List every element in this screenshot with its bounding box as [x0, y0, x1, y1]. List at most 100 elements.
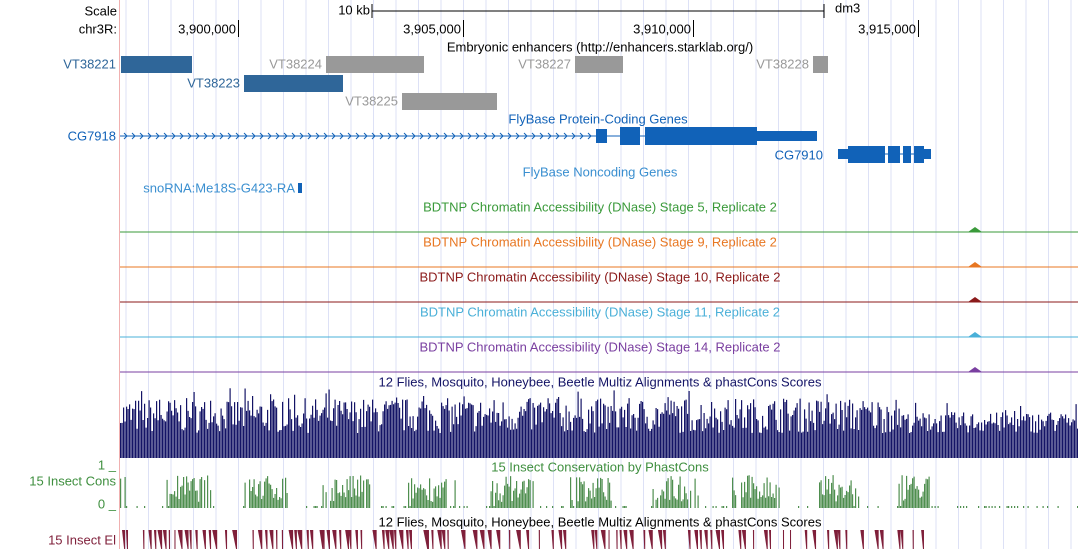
feature-label: VT38227: [518, 56, 571, 71]
feature: [121, 56, 192, 73]
strand-arrow: [187, 132, 192, 140]
strand-arrow: [291, 132, 296, 140]
strand-arrow: [563, 132, 568, 140]
position-label: 3,900,000: [178, 21, 236, 36]
assembly-label: dm3: [835, 0, 860, 15]
strand-arrow: [347, 132, 352, 140]
ruler-ticks: [238, 20, 919, 37]
scale-bar: [371, 4, 825, 18]
strand-arrow: [259, 132, 264, 140]
track-title: BDTNP Chromatin Accessibility (DNase) St…: [423, 234, 777, 249]
element-blocks: [122, 530, 924, 549]
gene-label: CG7910: [775, 147, 823, 162]
strand-arrow: [475, 132, 480, 140]
strand-arrow: [171, 132, 176, 140]
strand-arrow: [219, 132, 224, 140]
strand-arrow: [459, 132, 464, 140]
strand-arrow: [395, 132, 400, 140]
strand-arrow: [139, 132, 144, 140]
track-title: FlyBase Protein-Coding Genes: [508, 111, 688, 126]
side-label: 15 Insect El: [48, 532, 116, 547]
feature-label: VT38228: [756, 56, 809, 71]
track-title: BDTNP Chromatin Accessibility (DNase) St…: [423, 199, 777, 214]
strand-arrow: [483, 132, 488, 140]
strand-arrow: [155, 132, 160, 140]
strand-arrow: [579, 132, 584, 140]
track-title: BDTNP Chromatin Accessibility (DNase) St…: [419, 339, 780, 354]
signal-tracks: [120, 227, 1078, 373]
strand-arrow: [411, 132, 416, 140]
track-title: Embryonic enhancers (http://enhancers.st…: [447, 39, 753, 54]
strand-arrow: [571, 132, 576, 140]
strand-arrow: [547, 132, 552, 140]
peak: [968, 227, 982, 232]
track-title: FlyBase Noncoding Genes: [523, 164, 678, 179]
peak: [968, 367, 982, 372]
phastcons-wiggle: [120, 475, 1078, 508]
strand-arrow: [267, 132, 272, 140]
position-label: 3,915,000: [858, 21, 916, 36]
strand-arrow: [299, 132, 304, 140]
feature: [402, 93, 497, 110]
strand-arrow: [283, 132, 288, 140]
peak: [968, 262, 982, 267]
strand-arrow: [387, 132, 392, 140]
scale-max: 1 _: [98, 457, 117, 472]
strand-arrow: [531, 132, 536, 140]
peak: [968, 332, 982, 337]
strand-arrow: [371, 132, 376, 140]
strand-arrow: [227, 132, 232, 140]
strand-arrow: [515, 132, 520, 140]
track-title: 12 Flies, Mosquito, Honeybee, Beetle Mul…: [379, 374, 822, 389]
peak: [968, 297, 982, 302]
gene-label: snoRNA:Me18S-G423-RA: [143, 180, 295, 195]
gene-model: [838, 146, 931, 163]
track-title: 15 Insect Conservation by PhastCons: [491, 459, 709, 474]
scale-label: Scale: [84, 3, 117, 18]
strand-arrow: [555, 132, 560, 140]
strand-arrow: [211, 132, 216, 140]
strand-arrow: [467, 132, 472, 140]
strand-arrow: [363, 132, 368, 140]
strand-arrow: [131, 132, 136, 140]
side-label: 15 Insect Cons: [29, 473, 116, 488]
feature-label: VT38223: [187, 75, 240, 90]
position-label: 3,910,000: [633, 21, 691, 36]
feature: [575, 56, 623, 73]
strand-arrow: [507, 132, 512, 140]
strand-arrow: [427, 132, 432, 140]
strand-arrow: [275, 132, 280, 140]
strand-arrow: [123, 132, 128, 140]
strand-arrow: [379, 132, 384, 140]
gene-label: CG7918: [68, 128, 116, 143]
track-title: BDTNP Chromatin Accessibility (DNase) St…: [419, 269, 780, 284]
strand-arrow: [243, 132, 248, 140]
strand-arrow: [587, 132, 592, 140]
feature: [813, 56, 828, 73]
strand-arrow: [195, 132, 200, 140]
strand-arrow: [499, 132, 504, 140]
gene-model: [120, 127, 817, 145]
position-label: 3,905,000: [403, 21, 461, 36]
chrom-label: chr3R:: [79, 21, 117, 36]
strand-arrow: [179, 132, 184, 140]
feature-label: VT38221: [63, 56, 116, 71]
scale-min: 0 _: [98, 496, 117, 511]
scale-bar-label: 10 kb: [338, 2, 370, 17]
feature: [326, 56, 424, 73]
strand-arrow: [339, 132, 344, 140]
strand-arrow: [355, 132, 360, 140]
track-title: 12 Flies, Mosquito, Honeybee, Beetle Mul…: [379, 514, 822, 529]
strand-arrow: [451, 132, 456, 140]
strand-arrow: [539, 132, 544, 140]
strand-arrow: [523, 132, 528, 140]
track-title: BDTNP Chromatin Accessibility (DNase) St…: [420, 304, 780, 319]
conservation-wiggle: [120, 388, 1078, 458]
strand-arrow: [147, 132, 152, 140]
strand-arrow: [251, 132, 256, 140]
strand-arrow: [235, 132, 240, 140]
strand-arrow: [443, 132, 448, 140]
strand-arrow: [331, 132, 336, 140]
